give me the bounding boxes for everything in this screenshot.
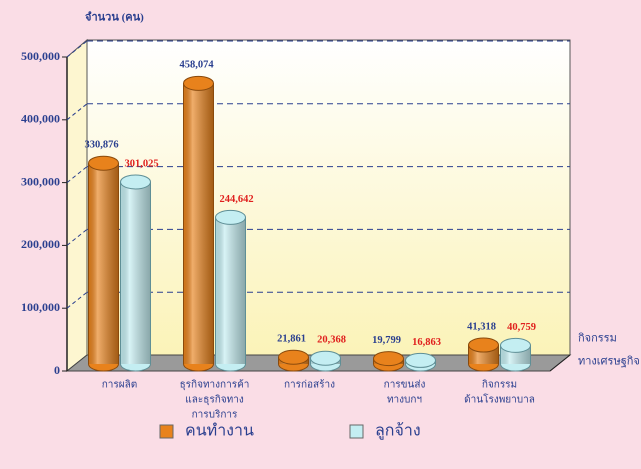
value-label: 19,799 bbox=[372, 335, 401, 346]
cylinder bbox=[310, 350, 341, 372]
cylinder bbox=[405, 352, 436, 372]
y-tick-label: 0 bbox=[54, 363, 60, 377]
legend-swatch bbox=[349, 424, 364, 439]
cylinder bbox=[120, 174, 151, 372]
x-tick-label: ด้านโรงพยาบาล bbox=[464, 392, 535, 405]
x-tick-label: กิจกรรม bbox=[482, 379, 517, 390]
cylinder-shade bbox=[215, 217, 246, 364]
cylinder-top bbox=[373, 351, 404, 367]
x-axis-title: กิจกรรม bbox=[578, 333, 617, 345]
cylinder bbox=[500, 337, 531, 372]
value-label: 330,876 bbox=[84, 140, 118, 151]
axis-edge bbox=[549, 354, 571, 372]
cylinder bbox=[373, 351, 404, 372]
y-tick-label: 500,000 bbox=[21, 49, 60, 63]
value-label: 301,025 bbox=[124, 158, 158, 169]
grid-line bbox=[66, 229, 88, 246]
x-tick-label: ทางบกฯ bbox=[387, 394, 422, 405]
x-tick-label: การผลิต bbox=[102, 379, 138, 390]
y-tick-label: 200,000 bbox=[21, 237, 60, 251]
cylinder-top bbox=[88, 155, 119, 171]
legend-label: คนทำงาน bbox=[185, 423, 254, 440]
y-tick-label: 400,000 bbox=[21, 112, 60, 126]
cylinder bbox=[183, 75, 214, 372]
side-wall bbox=[66, 38, 88, 373]
value-label: 16,863 bbox=[412, 337, 441, 348]
value-label: 40,759 bbox=[507, 322, 536, 333]
cylinder-top bbox=[500, 337, 531, 353]
cylinder-top bbox=[468, 337, 499, 353]
grid-line bbox=[66, 103, 88, 121]
x-tick-label: ธุรกิจทางการค้า bbox=[180, 378, 250, 390]
cylinder-top bbox=[215, 209, 246, 225]
cylinder-shade bbox=[183, 83, 214, 364]
value-label: 458,074 bbox=[179, 60, 214, 71]
value-label: 21,861 bbox=[277, 334, 306, 345]
grid-line bbox=[66, 40, 88, 58]
value-label: 244,642 bbox=[219, 194, 253, 205]
x-axis-title: ทางเศรษฐกิจ bbox=[578, 356, 640, 368]
y-tick-label: 100,000 bbox=[21, 300, 60, 314]
cylinder-top bbox=[120, 174, 151, 190]
grid-line bbox=[66, 166, 88, 183]
legend-swatch bbox=[159, 424, 174, 439]
x-tick-label: และธุรกิจทาง bbox=[185, 394, 244, 405]
cylinder bbox=[278, 349, 309, 372]
value-label: 41,318 bbox=[467, 321, 496, 332]
cylinder bbox=[88, 155, 119, 372]
cylinder-top bbox=[310, 350, 341, 366]
x-tick-label: การบริการ bbox=[192, 409, 238, 420]
cylinder-top bbox=[405, 352, 436, 368]
cylinder-shade bbox=[88, 163, 119, 364]
cylinder-top bbox=[183, 75, 214, 91]
back-wall bbox=[86, 39, 571, 356]
cylinder-shade bbox=[120, 181, 151, 364]
legend-label: ลูกจ้าง bbox=[375, 422, 421, 441]
x-tick-label: การขนส่ง bbox=[384, 379, 426, 390]
cylinder-top bbox=[278, 349, 309, 365]
y-axis-title: จำนวน (คน) bbox=[85, 11, 144, 24]
x-tick-label: การก่อสร้าง bbox=[284, 378, 335, 390]
value-label: 20,368 bbox=[317, 335, 346, 346]
grid-line bbox=[66, 291, 88, 309]
cylinder bbox=[215, 209, 246, 372]
cylinder bbox=[468, 337, 499, 372]
y-tick-label: 300,000 bbox=[21, 174, 60, 188]
